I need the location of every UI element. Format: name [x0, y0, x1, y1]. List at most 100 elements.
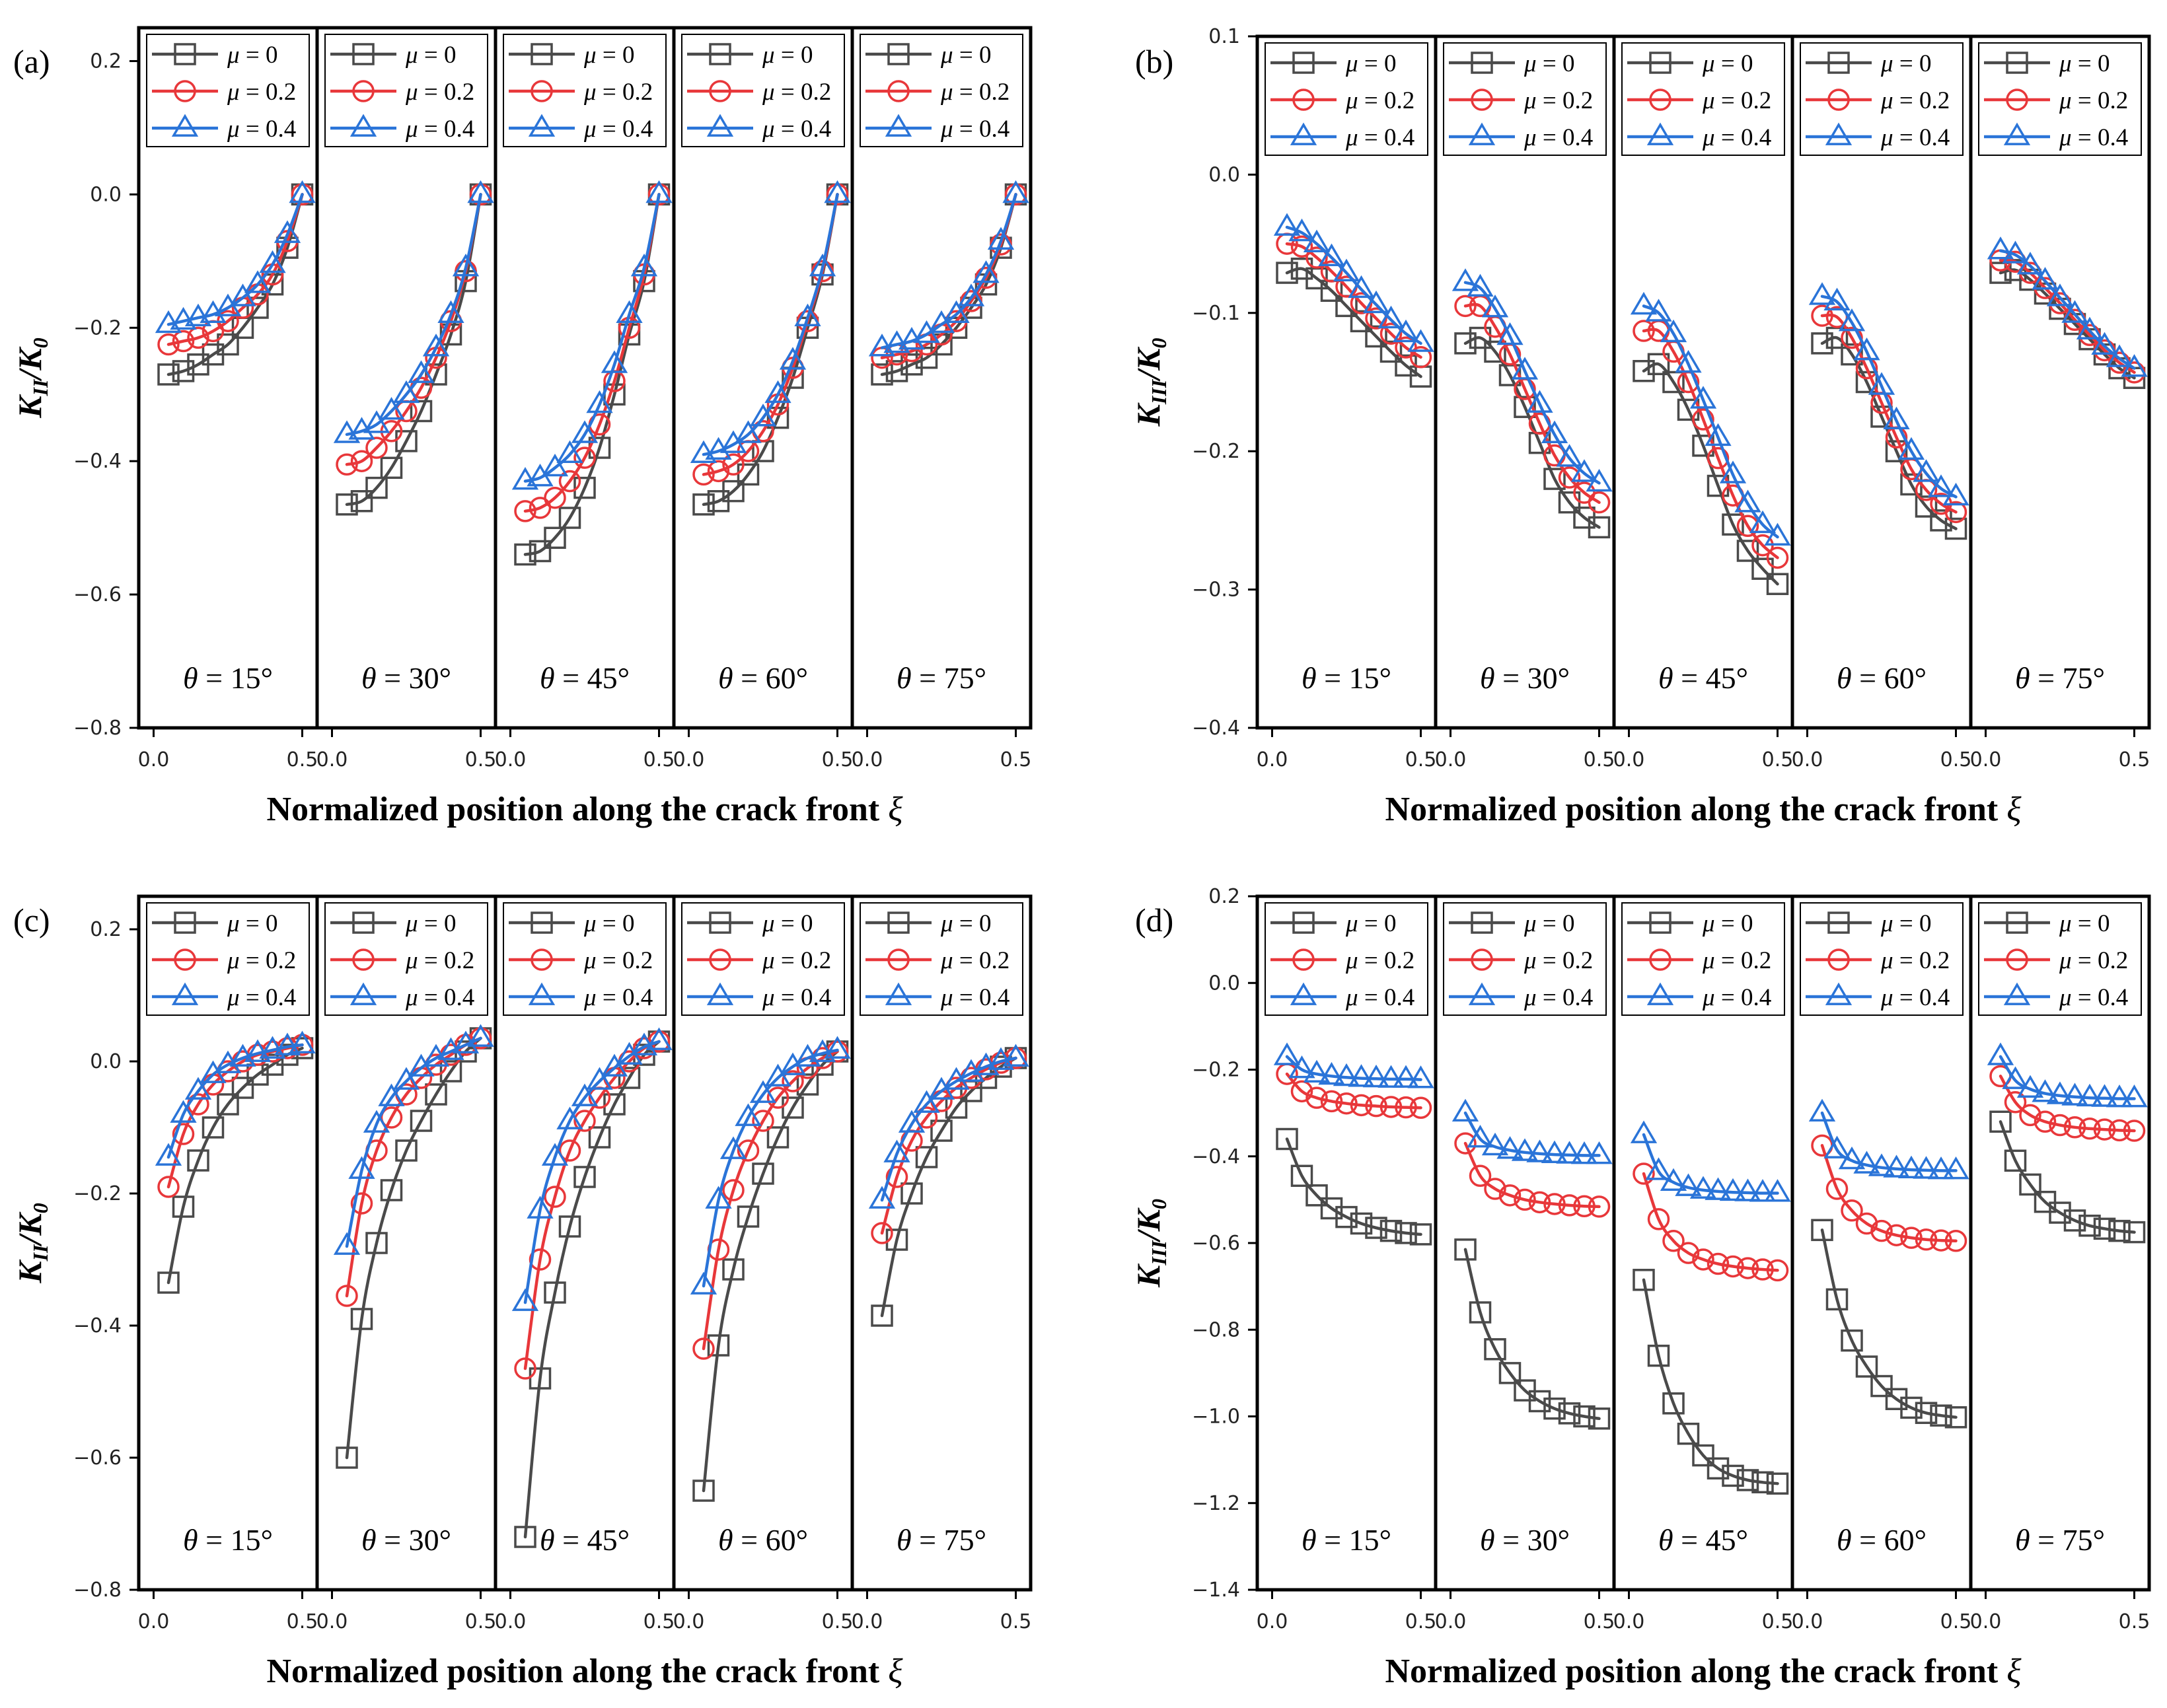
series-line [1820, 1144, 1958, 1242]
legend-item: μ = 0.2 [330, 79, 474, 106]
data-point [601, 1053, 628, 1077]
panel-2: (c) 0.2 0.0 −0.2 −0.4 −0.6 −0.8 KII/K0 Normalize… [11, 894, 1033, 1690]
data-point [794, 303, 821, 327]
data-point [395, 1139, 418, 1162]
data-point [425, 1083, 447, 1106]
legend-item: μ = 0.4 [152, 114, 296, 143]
legend: μ = 0 μ = 0.2 μ = 0.4 [1265, 902, 1428, 1016]
data-point [1927, 1156, 1955, 1180]
data-point [1927, 474, 1955, 497]
data-point [467, 1024, 494, 1047]
data-point [558, 470, 581, 493]
data-point [1662, 1392, 1685, 1415]
legend-label: μ = 0.2 [1880, 947, 1950, 974]
data-point [749, 404, 777, 427]
data-point [1588, 516, 1611, 539]
data-point [529, 497, 552, 519]
data-point [1662, 371, 1685, 394]
data-point [289, 180, 316, 203]
x-tick-label: 0.0 [1792, 1610, 1823, 1633]
subplot-3: 0.0 0.5 θ = 60° μ = 0 μ = 0.2 μ = 0.4 [1790, 896, 1972, 1633]
data-point [1645, 299, 1672, 322]
y-tick-label: 0.2 [90, 50, 122, 73]
data-point [571, 1083, 599, 1106]
data-point [544, 1281, 566, 1304]
legend: μ = 0 μ = 0.2 μ = 0.4 [1800, 42, 1964, 156]
legend-label: μ = 0.4 [583, 116, 653, 143]
y-tick-label: −0.4 [1192, 1145, 1240, 1168]
data-point [558, 1215, 581, 1238]
x-tick-label: 0.0 [1970, 1610, 2002, 1633]
series-0 [336, 183, 492, 516]
x-tick-label: 0.0 [1613, 748, 1645, 771]
data-point [259, 250, 286, 273]
subplot-0: 0.0 0.5 θ = 15° μ = 0 μ = 0.2 μ = 0.4 [1257, 902, 1436, 1633]
series-0 [1454, 1238, 1611, 1430]
subplot-1: 0.0 0.5 θ = 30° μ = 0 μ = 0.2 μ = 0.4 [1434, 36, 1615, 771]
theta-label: θ = 15° [183, 1523, 273, 1557]
data-point [1409, 1223, 1432, 1246]
data-point [2049, 1201, 2071, 1224]
panel-3: (d) 0.2 0.0 −0.2 −0.4 −0.6 −0.8 −1.0 −1.2 −1.4 KII… [1130, 885, 2151, 1690]
legend-item: μ = 0.2 [509, 947, 653, 974]
data-point [1897, 1155, 1925, 1179]
subplot-4: 0.0 0.5 θ = 75° μ = 0 μ = 0.2 μ = 0.4 [850, 896, 1031, 1633]
data-point [1558, 1402, 1581, 1425]
data-point [380, 1179, 403, 1201]
data-point [1379, 1096, 1403, 1118]
data-point [2108, 1219, 2131, 1242]
data-point [1689, 1176, 1717, 1199]
data-point [1689, 386, 1717, 409]
legend-label: μ = 0.4 [1702, 124, 1771, 151]
data-point [380, 1106, 403, 1129]
series-line [1642, 1278, 1779, 1485]
data-point [1350, 1212, 1373, 1235]
legend-label: μ = 0 [583, 910, 634, 937]
data-point [883, 1139, 910, 1162]
x-tick-label: 0.5 [1940, 1610, 1972, 1633]
legend-label: μ = 0 [1880, 50, 1931, 77]
legend-marker [1827, 911, 1850, 934]
series-1 [1454, 1132, 1611, 1218]
data-point [1823, 287, 1851, 310]
data-point [155, 310, 182, 334]
legend-marker [1468, 982, 1496, 1005]
data-point [1288, 1055, 1315, 1079]
data-point [1318, 1061, 1345, 1085]
data-point [2004, 1090, 2027, 1114]
data-point [1469, 1301, 1492, 1324]
data-point [915, 346, 938, 369]
series-2 [333, 1024, 494, 1255]
data-point [871, 1222, 893, 1244]
legend-label: μ = 0.2 [583, 79, 653, 106]
data-point [2063, 1116, 2086, 1139]
legend-marker [1827, 89, 1850, 111]
legend-marker [1471, 52, 1493, 74]
data-point [2049, 1114, 2071, 1137]
data-point [1570, 1141, 1598, 1164]
data-point [1944, 517, 1967, 540]
data-point [541, 453, 569, 477]
data-point [586, 390, 613, 413]
data-point [1467, 273, 1494, 297]
data-point [410, 1110, 433, 1132]
data-point [690, 1271, 717, 1295]
legend-marker [706, 114, 734, 137]
series-line [523, 193, 661, 483]
x-tick-label: 0.5 [1584, 748, 1615, 771]
theta-label: θ = 60° [718, 661, 808, 695]
series-line [1463, 1248, 1601, 1421]
legend-item: μ = 0 [687, 910, 813, 937]
data-point [1002, 180, 1029, 203]
data-point [1692, 408, 1714, 431]
data-point [1841, 1329, 1863, 1352]
data-point [452, 253, 480, 277]
data-point [529, 540, 552, 563]
series-0 [1811, 326, 1967, 540]
data-point [1451, 1098, 1479, 1122]
legend-label: μ = 0.4 [583, 984, 653, 1011]
legend-item: μ = 0.2 [865, 947, 1010, 974]
legend-marker [349, 114, 377, 137]
data-point [1885, 1388, 1908, 1410]
data-point [885, 1228, 908, 1251]
